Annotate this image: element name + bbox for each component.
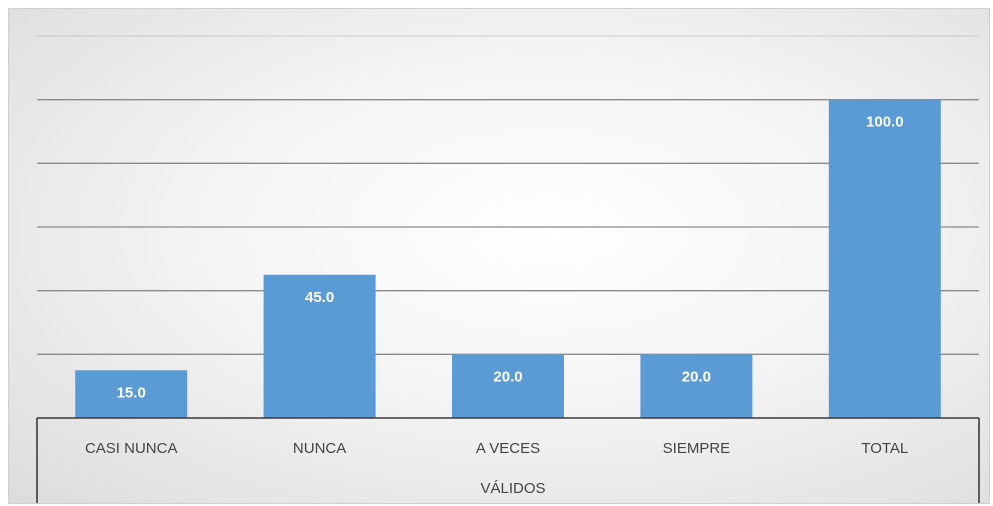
bar-casi-nunca [75, 370, 188, 418]
category-tick-label: NUNCA [293, 440, 346, 457]
data-label: 15.0 [117, 384, 146, 401]
category-tick-label: SIEMPRE [663, 440, 731, 457]
bar-chart: 15.0 45.0 20.0 20.0 100.0 CASI NUNCA NUNCA A V… [36, 35, 980, 503]
chart-area: 15.0 45.0 20.0 20.0 100.0 CASI NUNCA NUNCA A V… [8, 8, 990, 504]
data-label: 20.0 [682, 368, 711, 385]
group-label: VÁLIDOS [480, 480, 545, 497]
bar-siempre [640, 354, 753, 418]
category-tick-label: A VECES [476, 440, 540, 457]
bar-a-veces [452, 354, 564, 418]
bar-nunca [263, 274, 376, 418]
data-label: 45.0 [305, 289, 334, 306]
category-tick-label: TOTAL [861, 440, 908, 457]
data-labels: 15.0 45.0 20.0 20.0 100.0 [117, 114, 904, 402]
bar-total [828, 99, 941, 419]
category-axis: CASI NUNCA NUNCA A VECES SIEMPRE TOTAL [36, 417, 980, 503]
gridlines [37, 35, 979, 355]
data-label: 20.0 [493, 368, 522, 385]
bars [75, 99, 941, 419]
category-tick-label: CASI NUNCA [85, 440, 178, 457]
data-label: 100.0 [866, 114, 904, 131]
